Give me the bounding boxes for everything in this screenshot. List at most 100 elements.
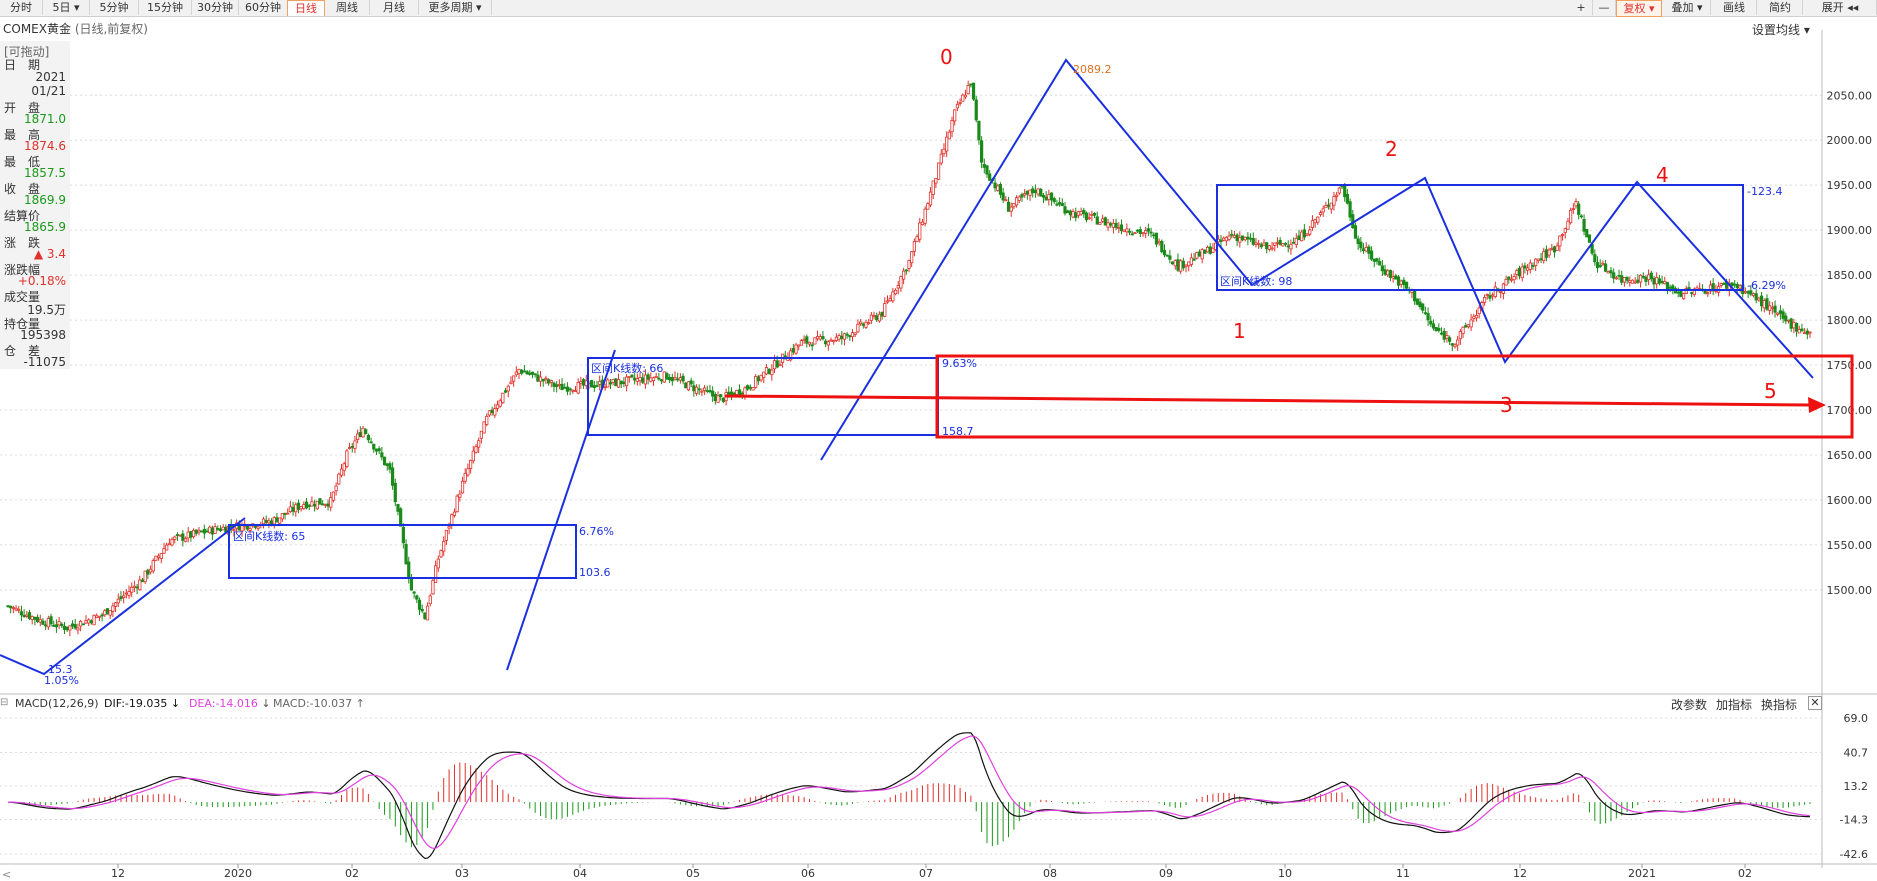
candle [939,149,943,166]
set-ma-button[interactable]: 设置均线 ▾ [1752,23,1810,37]
candle [175,532,180,541]
candle [1636,274,1640,284]
candle [1286,240,1290,253]
zoom-out-button[interactable]: — [1593,0,1616,15]
candle [1066,209,1070,214]
candle [452,508,457,518]
tab-monthly[interactable]: 月线 [370,0,419,15]
tab-weekly[interactable]: 周线 [325,0,370,15]
tab-5min[interactable]: 5分钟 [90,0,139,15]
adjust-button[interactable]: 复权 ▾ [1616,0,1662,17]
candle [1009,202,1013,217]
candle [799,338,804,346]
support-zone-box [935,354,1854,439]
candle [614,378,618,387]
candle [1345,189,1349,205]
candle [1351,209,1355,229]
candle [1359,237,1363,253]
candle [1014,195,1019,208]
candle [1778,305,1783,320]
candle [124,589,128,599]
candle [159,553,163,564]
draw-line-button[interactable]: 画线 [1712,0,1757,15]
info-value-4: 1869.9 [24,193,66,207]
candle [1485,293,1489,300]
candle [1149,227,1153,238]
candle [1614,275,1618,280]
candle [356,429,360,444]
candle [826,340,830,351]
candle [1254,238,1258,248]
info-label-8: 成交量 [4,290,41,304]
candle [555,381,559,393]
tab-fenshi[interactable]: 分时 [0,0,43,15]
candle [33,616,37,626]
candle [1781,308,1785,324]
info-value-2: 1874.6 [24,139,66,153]
candle [1647,269,1651,286]
candle [1267,244,1271,252]
candle [148,565,153,575]
candle [1719,282,1723,288]
switch-indicator-button[interactable]: 换指标 [1761,698,1798,712]
candle [1625,276,1629,285]
candle [493,403,497,419]
candle [1138,226,1142,238]
tab-30min[interactable]: 30分钟 [192,0,239,15]
candle [721,397,726,404]
scroll-left-icon[interactable]: < [2,868,11,881]
candle [880,311,884,320]
tab-more-periods[interactable]: 更多周期 ▾ [419,0,492,15]
candle [79,619,83,632]
candle [391,462,395,490]
candle [1566,217,1570,230]
candle [1165,254,1169,257]
candle [1114,218,1118,231]
candle [1058,197,1062,207]
candle [103,609,107,617]
edit-params-button[interactable]: 改参数 [1671,698,1708,712]
candle [1733,280,1737,289]
candle [1528,259,1532,274]
candle [1434,327,1438,332]
candle [918,217,922,243]
simple-button[interactable]: 简约 [1758,0,1803,15]
close-icon[interactable]: ✕ [1808,696,1822,710]
candle [434,560,438,584]
candle [337,472,341,486]
candle [1388,269,1393,282]
collapse-icon[interactable]: ⊟ [0,697,9,708]
add-indicator-button[interactable]: 加指标 [1716,698,1753,712]
candle [92,614,96,626]
candle [6,604,10,608]
tab-daily[interactable]: 日线 [287,0,325,16]
candle [1652,276,1656,290]
candle [1582,214,1586,236]
candle [1544,245,1549,262]
candle [525,370,529,375]
candle [1238,231,1242,248]
candle [436,555,440,572]
candle [1749,285,1753,297]
overlay-button[interactable]: 叠加 ▾ [1664,0,1711,15]
tab-5day[interactable]: 5日 ▾ [43,0,90,15]
info-value-10: -11075 [23,355,66,369]
candle [113,602,118,613]
zoom-in-button[interactable]: + [1570,0,1593,15]
candle [1579,214,1583,219]
candle [1792,318,1796,334]
candle [318,498,322,505]
tab-15min[interactable]: 15分钟 [139,0,192,15]
candle [896,281,900,295]
candle [138,575,142,591]
macd-dif: DIF:-19.035 ↓ [104,697,181,710]
candle [1031,186,1035,198]
candle [1501,282,1505,300]
candle [1109,221,1113,228]
candle [1770,301,1774,315]
candle [205,528,209,533]
candle [213,523,217,534]
candle [1657,274,1661,286]
quote-info-panel[interactable]: [可拖动] 日 期 2021 01/21 开 盘 1871.0 最 高 1874.6 最… [0,41,70,369]
